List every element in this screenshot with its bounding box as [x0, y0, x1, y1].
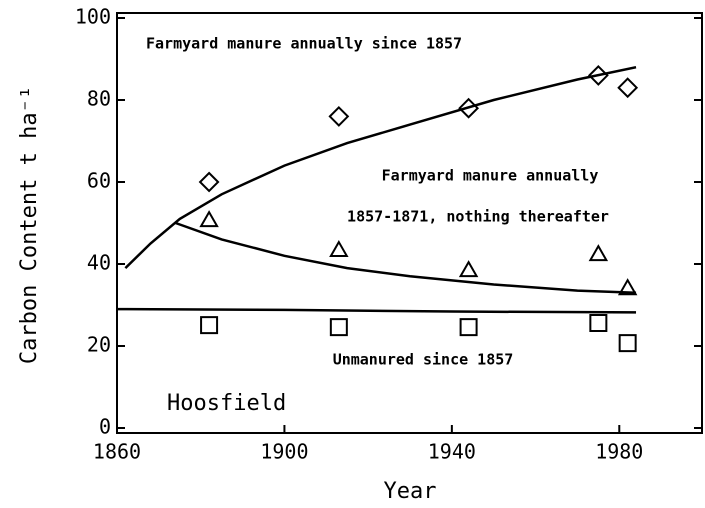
diamond-marker	[458, 97, 480, 119]
square-marker	[589, 314, 608, 333]
square-marker	[329, 318, 348, 337]
y-tick-label: 20	[87, 333, 111, 357]
y-tick-label: 40	[87, 251, 111, 275]
square-marker	[200, 316, 219, 335]
fitted-curve	[116, 307, 637, 314]
y-tick-label: 100	[75, 5, 111, 29]
x-tick-label: 1900	[260, 440, 308, 464]
diamond-marker	[198, 171, 220, 193]
y-axis-title: Carbon Content t ha⁻¹	[17, 86, 42, 364]
square-marker	[459, 318, 478, 337]
triangle-marker	[458, 260, 479, 278]
diamond-marker	[617, 77, 639, 99]
fitted-curve	[175, 221, 637, 294]
diamond-marker	[328, 105, 350, 127]
y-tick-label: 0	[99, 415, 111, 439]
plot-frame	[116, 12, 703, 434]
y-tick-label: 60	[87, 169, 111, 193]
annotation: 1857-1871, nothing thereafter	[347, 208, 609, 226]
x-tick-label: 1940	[428, 440, 476, 464]
annotation: Farmyard manure annually	[382, 167, 599, 185]
annotation: Farmyard manure annually since 1857	[146, 35, 462, 53]
diamond-marker	[587, 64, 609, 86]
y-tick-label: 80	[87, 87, 111, 111]
triangle-marker	[199, 210, 219, 228]
triangle-marker	[617, 278, 638, 296]
annotation: Unmanured since 1857	[333, 351, 514, 369]
x-tick-label: 1980	[595, 440, 643, 464]
x-tick-label: 1860	[93, 440, 141, 464]
triangle-marker	[588, 244, 609, 262]
annotation: Hoosfield	[167, 391, 286, 416]
fitted-curve	[124, 65, 637, 269]
triangle-marker	[329, 240, 349, 258]
square-marker	[618, 334, 637, 353]
x-axis-title: Year	[384, 479, 437, 504]
